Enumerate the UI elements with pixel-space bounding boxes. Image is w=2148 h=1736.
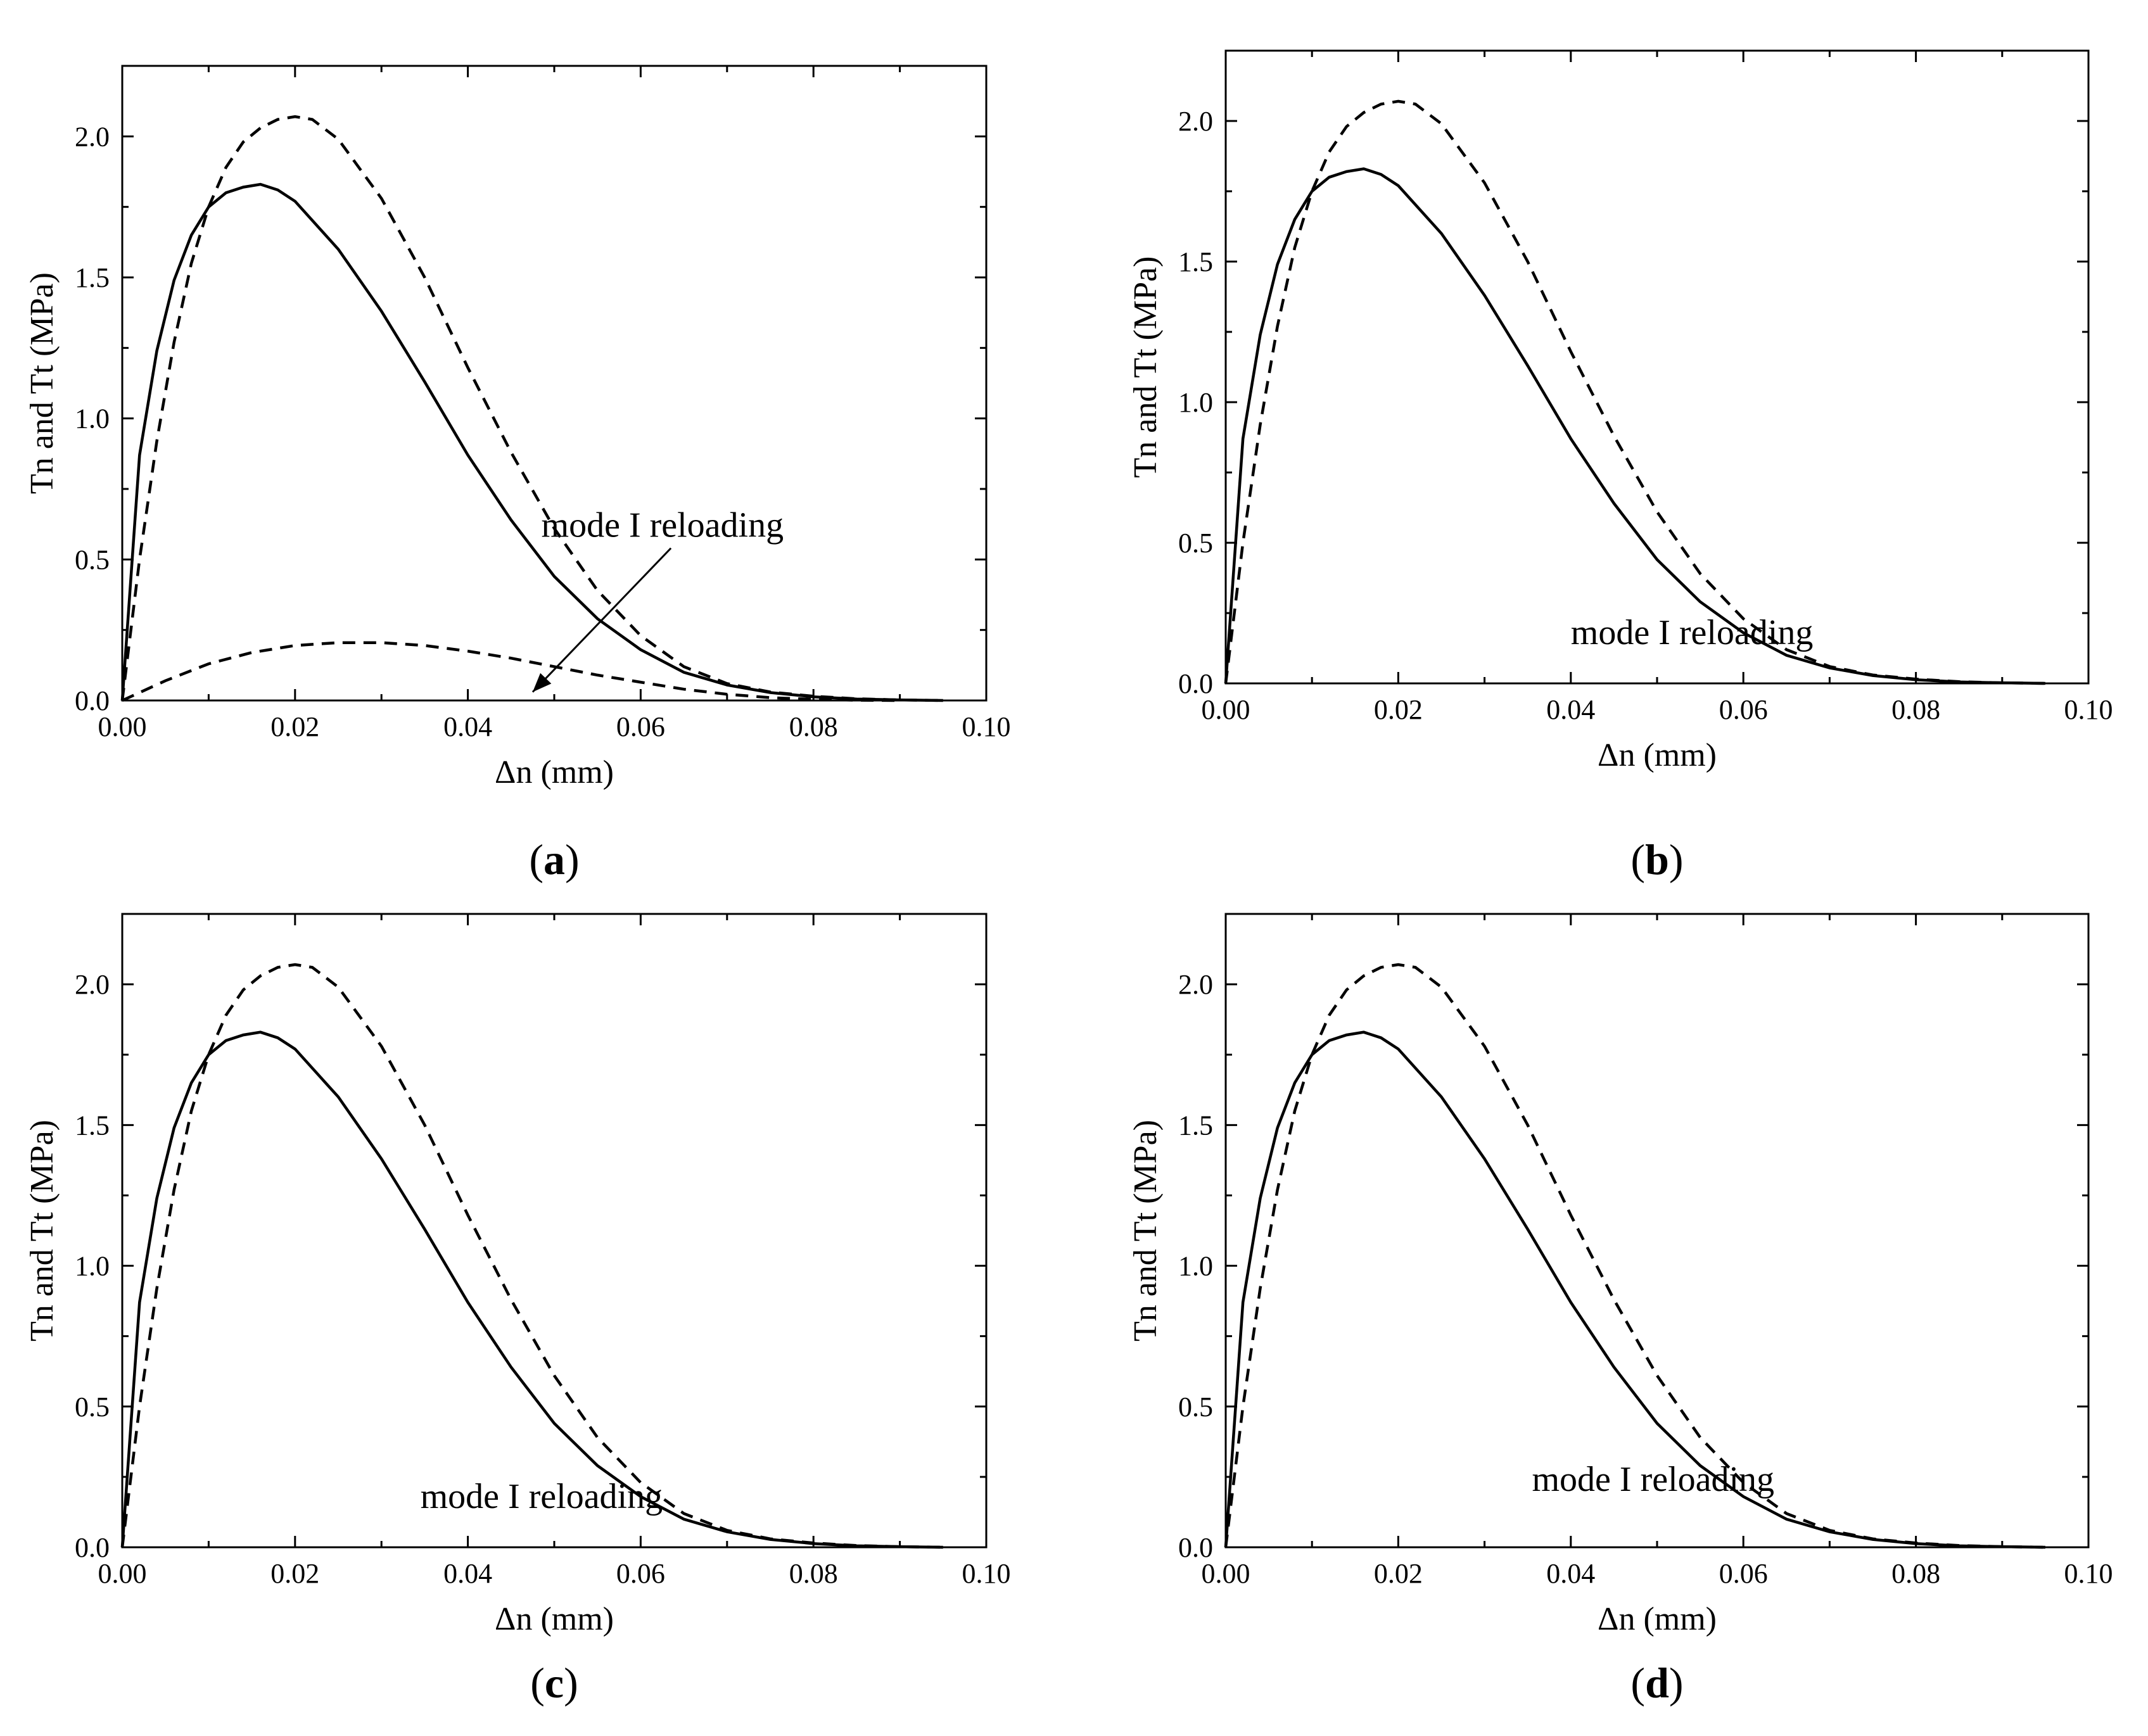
x-tick-label: 0.08 (789, 711, 838, 742)
y-tick-label: 1.0 (1178, 387, 1213, 418)
y-tick-label: 0.5 (75, 1391, 110, 1422)
panel-label-letter: c (545, 1659, 564, 1707)
chart-panel-c: 0.00 0.02 0.04 0.06 0.08 0.10 0.0 0.5 1.0 1.5 2.0 Δ… (24, 913, 1011, 1707)
series-line-0 (120, 1030, 943, 1549)
y-tick-label: 1.0 (75, 403, 110, 434)
x-tick-label: 0.02 (1374, 694, 1423, 725)
y-tick-label: 1.0 (75, 1251, 110, 1282)
panel-label: (b) (1630, 835, 1683, 884)
panel-label: (a) (529, 835, 579, 884)
y-axis-title: Tn and Tt (MPa) (24, 272, 60, 494)
x-tick-label: 0.04 (1546, 694, 1595, 725)
series-line-2 (122, 641, 900, 702)
y-axis-title: Tn and Tt (MPa) (24, 1120, 60, 1341)
y-tick-label: 0.5 (1178, 1391, 1213, 1422)
x-tick-label: 0.08 (1891, 694, 1940, 725)
x-tick-label: 0.06 (1719, 1558, 1768, 1589)
annotation-arrow-head (532, 673, 552, 692)
series-line-1 (1224, 99, 2045, 685)
y-tick-label: 1.5 (1178, 246, 1213, 277)
plot-frame (121, 65, 988, 702)
panel-label-open: ( (530, 1659, 545, 1707)
chart-panel-a: 0.00 0.02 0.04 0.06 0.08 0.10 0.0 0.5 1.0 1.5 2.0 Δ… (24, 65, 1011, 884)
y-tick-label: 1.5 (75, 262, 110, 293)
panel-label: (c) (530, 1659, 578, 1707)
plot-frame (1224, 913, 2090, 1549)
x-tick-label: 0.06 (616, 1558, 665, 1589)
x-tick-label: 0.08 (1891, 1558, 1940, 1589)
y-tick-label: 0.0 (1178, 668, 1213, 699)
y-tick-label: 2.0 (1178, 969, 1213, 1000)
annotation-text: mode I reloading (421, 1477, 663, 1516)
x-axis-title: Δn (mm) (495, 1601, 614, 1637)
panel-label-open: ( (1630, 835, 1645, 884)
chart-panel-b: 0.00 0.02 0.04 0.06 0.08 0.10 0.0 0.5 1.0 1.5 2.0 Δ… (1128, 49, 2113, 884)
plot-frame (1224, 49, 2090, 685)
x-tick-label: 0.00 (98, 711, 147, 742)
y-tick-label: 2.0 (75, 969, 110, 1000)
series-line-1 (1224, 963, 2045, 1549)
x-tick-label: 0.06 (616, 711, 665, 742)
y-tick-label: 1.0 (1178, 1251, 1213, 1282)
x-axis-title: Δn (mm) (495, 754, 614, 790)
y-tick-label: 2.0 (1178, 106, 1213, 137)
x-tick-label: 0.04 (1546, 1558, 1595, 1589)
y-tick-label: 0.0 (75, 1532, 110, 1563)
x-tick-label: 0.10 (962, 711, 1011, 742)
x-tick-label: 0.06 (1719, 694, 1768, 725)
panel-label-close: ) (564, 1659, 578, 1707)
annotation-text: mode I reloading (1571, 613, 1814, 652)
y-tick-label: 1.5 (1178, 1110, 1213, 1141)
panel-label: (d) (1630, 1659, 1683, 1707)
x-tick-label: 0.02 (1374, 1558, 1423, 1589)
panel-label-close: ) (1669, 1659, 1684, 1707)
panel-label-letter: a (543, 835, 565, 884)
y-tick-label: 0.0 (75, 685, 110, 716)
annotation-text: mode I reloading (1532, 1460, 1775, 1499)
x-tick-label: 0.02 (270, 1558, 319, 1589)
x-tick-label: 0.10 (2064, 1558, 2113, 1589)
annotation-arrow-line (531, 547, 672, 693)
panel-label-letter: b (1645, 835, 1669, 884)
x-tick-label: 0.00 (1202, 1558, 1250, 1589)
y-tick-label: 1.5 (75, 1110, 110, 1141)
x-axis-title: Δn (mm) (1598, 1601, 1717, 1637)
y-tick-label: 0.0 (1178, 1532, 1213, 1563)
panel-label-open: ( (529, 835, 543, 884)
annotation-text: mode I reloading (542, 506, 784, 545)
x-tick-label: 0.10 (2064, 694, 2113, 725)
x-tick-label: 0.04 (443, 1558, 492, 1589)
y-axis-title: Tn and Tt (MPa) (1128, 1120, 1164, 1341)
y-tick-label: 2.0 (75, 121, 110, 152)
series-line-1 (120, 963, 943, 1549)
x-tick-label: 0.04 (443, 711, 492, 742)
panel-label-close: ) (565, 835, 580, 884)
y-tick-label: 0.5 (1178, 528, 1213, 559)
panel-label-close: ) (1669, 835, 1684, 884)
x-tick-label: 0.00 (1202, 694, 1250, 725)
chart-panel-d: 0.00 0.02 0.04 0.06 0.08 0.10 0.0 0.5 1.0 1.5 2.0 Δ… (1128, 913, 2113, 1707)
x-tick-label: 0.00 (98, 1558, 147, 1589)
series-line-0 (1224, 167, 2045, 685)
plot-frame (121, 913, 988, 1549)
panel-label-open: ( (1630, 1659, 1645, 1707)
x-tick-label: 0.08 (789, 1558, 838, 1589)
series-line-0 (120, 182, 943, 702)
x-tick-label: 0.10 (962, 1558, 1011, 1589)
series-line-1 (120, 115, 943, 702)
x-tick-label: 0.02 (270, 711, 319, 742)
x-axis-title: Δn (mm) (1598, 737, 1717, 773)
panel-label-letter: d (1645, 1659, 1669, 1707)
y-tick-label: 0.5 (75, 544, 110, 575)
y-axis-title: Tn and Tt (MPa) (1128, 257, 1164, 478)
